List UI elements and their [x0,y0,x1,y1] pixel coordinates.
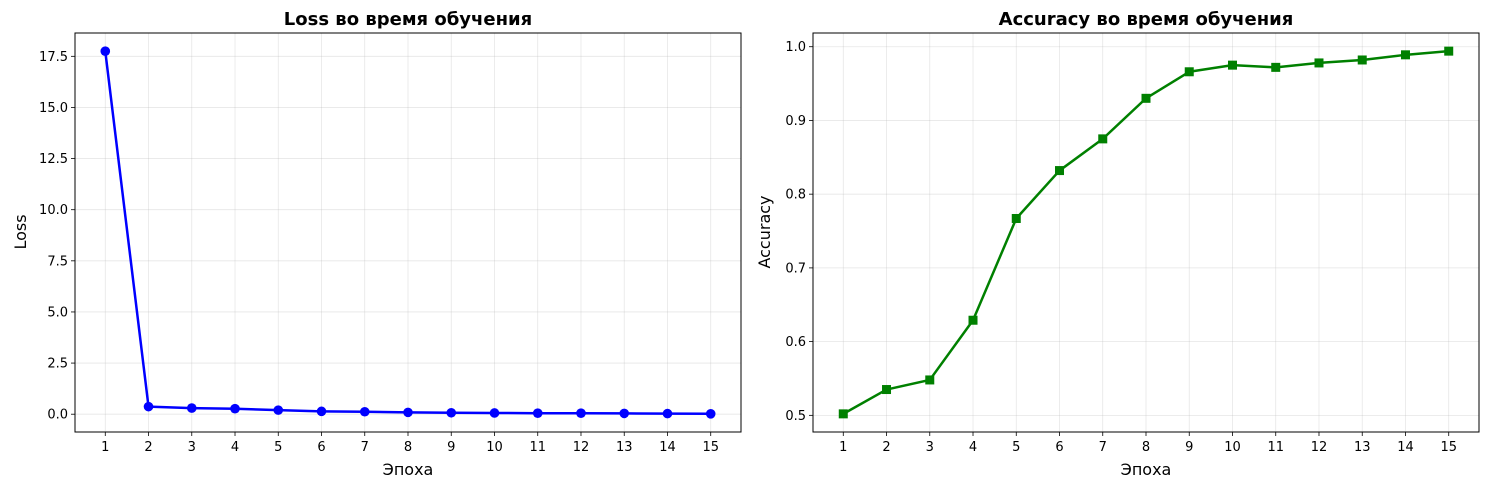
accuracy-data-point [1400,50,1410,60]
accuracy-data-point [1314,58,1324,68]
accuracy-data-point [882,385,892,395]
loss-data-point [230,403,240,414]
accuracy-series [838,46,1454,419]
loss-data-point [619,408,630,419]
loss-y-tick-label: 2.5 [47,357,68,372]
loss-data-point [662,408,673,419]
loss-y-tick-label: 12.5 [39,152,68,167]
accuracy-data-point [1184,67,1194,77]
accuracy-x-tick-label: 10 [1224,440,1241,455]
accuracy-data-point [1444,46,1454,56]
loss-x-tick-label: 15 [702,440,719,455]
loss-x-tick-label: 7 [361,440,369,455]
loss-x-tick-label: 6 [317,440,325,455]
loss-y-tick-label: 5.0 [47,305,68,320]
accuracy-data-point [1098,134,1108,144]
accuracy-x-axis-label: Эпоха [1121,460,1172,479]
loss-data-point [143,401,154,412]
accuracy-x-tick-label: 9 [1185,440,1193,455]
loss-data-point [359,406,370,417]
loss-x-tick-label: 8 [404,440,412,455]
accuracy-data-point [968,315,978,325]
accuracy-data-point [1141,93,1151,103]
accuracy-x-tick-label: 6 [1055,440,1063,455]
loss-x-tick-label: 4 [231,440,239,455]
loss-series [100,46,716,419]
loss-y-tick-label: 17.5 [39,50,68,65]
accuracy-chart-title: Accuracy во время обучения [999,9,1294,30]
loss-data-point [100,46,111,57]
loss-y-axis-label: Loss [11,214,30,249]
loss-data-point [489,408,500,418]
accuracy-data-point [1011,213,1021,223]
accuracy-data-point [1227,60,1237,70]
accuracy-x-tick-label: 1 [839,440,847,455]
loss-y-tick-label: 15.0 [39,101,68,116]
accuracy-x-tick-label: 2 [882,440,890,455]
accuracy-x-tick-label: 14 [1397,440,1414,455]
loss-x-tick-label: 1 [101,440,109,455]
loss-x-tick-label: 5 [274,440,282,455]
accuracy-x-tick-label: 15 [1440,440,1457,455]
accuracy-x-tick-label: 3 [926,440,934,455]
loss-x-ticks: 1 2 3 4 5 6 7 8 9 10 11 12 13 14 15 [101,432,719,455]
accuracy-x-tick-label: 4 [969,440,977,455]
loss-x-tick-label: 11 [529,440,546,455]
accuracy-x-tick-label: 5 [1012,440,1020,455]
accuracy-y-tick-label: 0.8 [785,188,806,203]
accuracy-y-tick-label: 0.9 [785,114,806,129]
accuracy-data-point [1055,166,1065,176]
accuracy-x-tick-label: 8 [1142,440,1150,455]
loss-y-tick-label: 7.5 [47,254,68,269]
loss-y-tick-label: 0.0 [47,408,68,423]
loss-data-point [403,407,413,418]
loss-y-tick-label: 10.0 [39,203,68,218]
loss-y-ticks: 0.0 2.5 5.0 7.5 10.0 12.5 15.0 17.5 [39,50,75,423]
loss-x-axis-label: Эпоха [383,460,434,479]
loss-chart-title: Loss во время обучения [284,9,532,30]
accuracy-x-tick-label: 12 [1311,440,1328,455]
loss-grid [75,33,741,432]
loss-x-tick-label: 2 [144,440,152,455]
accuracy-y-tick-label: 0.5 [785,409,806,424]
accuracy-x-tick-label: 7 [1099,440,1107,455]
loss-data-point [705,408,716,419]
loss-data-point [532,408,543,418]
accuracy-x-tick-label: 11 [1267,440,1284,455]
loss-data-point [186,403,197,413]
loss-data-point [273,405,284,415]
accuracy-x-tick-label: 13 [1354,440,1371,455]
loss-x-tick-label: 9 [447,440,455,455]
accuracy-y-tick-label: 0.6 [785,335,806,350]
loss-chart: Loss во время обучения 1 2 3 4 5 6 7 8 9 10 11 12 13… [11,9,742,479]
loss-data-point [576,408,586,418]
accuracy-y-axis-label: Accuracy [755,195,774,268]
accuracy-chart: Accuracy во время обучения 1 2 3 4 5 6 7 8 9 10 11… [755,9,1480,479]
loss-x-tick-label: 10 [486,440,503,455]
accuracy-data-point [1271,62,1281,72]
accuracy-data-point [1357,55,1367,65]
accuracy-data-point [838,409,848,419]
accuracy-y-tick-label: 0.7 [785,261,806,276]
loss-data-point [316,406,327,417]
loss-data-point [446,407,457,418]
accuracy-x-ticks: 1 2 3 4 5 6 7 8 9 10 11 12 13 14 15 [839,432,1457,455]
loss-x-tick-label: 13 [616,440,633,455]
loss-x-tick-label: 3 [188,440,196,455]
accuracy-grid [813,33,1479,432]
accuracy-y-tick-label: 1.0 [785,40,806,55]
loss-x-tick-label: 12 [573,440,590,455]
loss-x-tick-label: 14 [659,440,676,455]
accuracy-data-point [925,375,935,385]
accuracy-y-ticks: 0.5 0.6 0.7 0.8 0.9 1.0 [785,40,813,424]
